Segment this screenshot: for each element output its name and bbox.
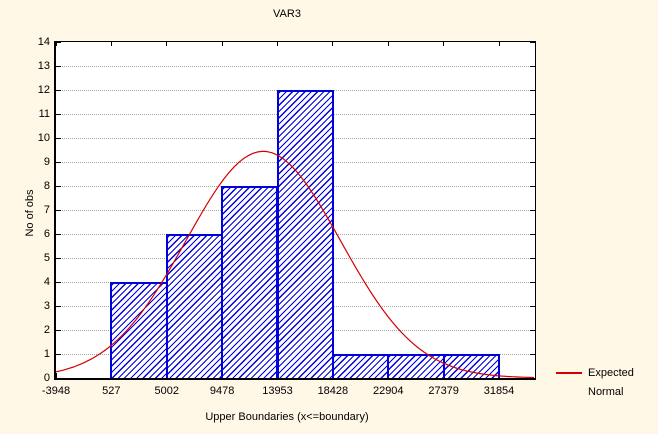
y-tick-label-11: 11: [38, 108, 50, 120]
x-tick-label-7: 27379: [428, 385, 459, 397]
y-tick-label-6: 6: [43, 228, 50, 240]
y-tick-right-4: [530, 281, 535, 283]
x-tick-top-8: [498, 42, 500, 46]
x-tick-top-3: [221, 42, 223, 46]
y-tick-right-8: [530, 185, 535, 187]
y-tick-right-3: [530, 305, 535, 307]
y-tick-label-2: 2: [43, 324, 50, 336]
x-tick-top-0: [55, 42, 57, 46]
gridline-y-13: [56, 66, 535, 67]
histogram-bar: [221, 186, 279, 378]
legend-labels: Expected Normal: [588, 364, 634, 402]
y-tick-left-11: [56, 113, 61, 115]
y-tick-label-10: 10: [37, 132, 50, 144]
y-tick-left-14: [56, 41, 61, 43]
x-tick-label-3: 9478: [209, 385, 235, 397]
x-tick-label-1: 527: [102, 385, 121, 397]
y-tick-left-6: [56, 233, 61, 235]
y-tick-left-2: [56, 329, 61, 331]
x-axis-title: Upper Boundaries (x<=boundary): [205, 411, 369, 423]
x-tick-top-7: [443, 42, 445, 46]
x-tick-top-2: [166, 42, 168, 46]
y-tick-label-0: 0: [43, 372, 50, 384]
histogram-bar: [276, 90, 334, 378]
y-tick-right-6: [530, 233, 535, 235]
y-tick-right-9: [530, 161, 535, 163]
x-tick-label-4: 13953: [262, 385, 293, 397]
y-tick-left-13: [56, 65, 61, 67]
x-tick-top-4: [277, 42, 278, 46]
legend: Expected Normal: [556, 364, 634, 402]
plot-area: [54, 41, 536, 380]
y-tick-right-11: [530, 113, 535, 115]
y-tick-left-5: [56, 257, 61, 259]
y-tick-right-2: [530, 329, 535, 331]
y-tick-right-12: [530, 89, 535, 91]
y-tick-left-12: [56, 89, 61, 91]
chart-title: VAR3: [273, 8, 301, 20]
y-tick-right-10: [530, 137, 535, 139]
legend-line-sample: [556, 372, 582, 374]
y-tick-left-8: [56, 185, 61, 187]
x-tick-label-2: 5002: [154, 385, 179, 397]
y-tick-left-4: [56, 281, 61, 283]
y-tick-label-8: 8: [43, 180, 50, 192]
legend-label-normal: Normal: [588, 386, 624, 398]
y-tick-right-1: [530, 353, 535, 355]
x-tick-top-5: [332, 42, 334, 46]
legend-label-expected: Expected: [588, 367, 634, 379]
x-tick-label-5: 18428: [317, 385, 349, 397]
y-tick-label-3: 3: [43, 300, 50, 312]
y-tick-right-13: [530, 65, 535, 67]
y-tick-left-9: [56, 161, 61, 163]
y-tick-label-7: 7: [43, 204, 50, 216]
histogram-bar: [442, 354, 500, 378]
y-tick-left-3: [56, 305, 61, 307]
y-tick-right-7: [530, 209, 535, 211]
y-tick-label-4: 4: [43, 276, 50, 288]
y-tick-label-9: 9: [43, 156, 50, 168]
x-tick-top-1: [110, 42, 112, 46]
y-tick-left-0: [56, 377, 61, 379]
y-tick-right-5: [530, 257, 535, 259]
histogram-bar: [387, 354, 445, 378]
y-tick-left-1: [56, 353, 61, 355]
x-tick-label-6: 22904: [372, 385, 404, 397]
histogram-bar: [331, 354, 390, 378]
x-tick-label-0: -3948: [41, 385, 71, 397]
x-tick-bottom-0: [55, 373, 57, 378]
y-tick-left-7: [56, 209, 61, 211]
y-tick-right-0: [530, 377, 535, 379]
histogram-bar: [110, 282, 168, 378]
x-tick-label-8: 31854: [483, 385, 515, 397]
y-tick-left-10: [56, 137, 61, 139]
y-tick-label-5: 5: [43, 252, 50, 264]
y-tick-label-1: 1: [43, 348, 50, 360]
x-tick-top-6: [387, 42, 389, 46]
y-tick-label-13: 13: [37, 60, 50, 72]
y-tick-label-12: 12: [37, 84, 50, 96]
histogram-bar: [165, 234, 224, 378]
y-tick-right-14: [530, 41, 535, 43]
y-tick-label-14: 14: [37, 36, 50, 48]
